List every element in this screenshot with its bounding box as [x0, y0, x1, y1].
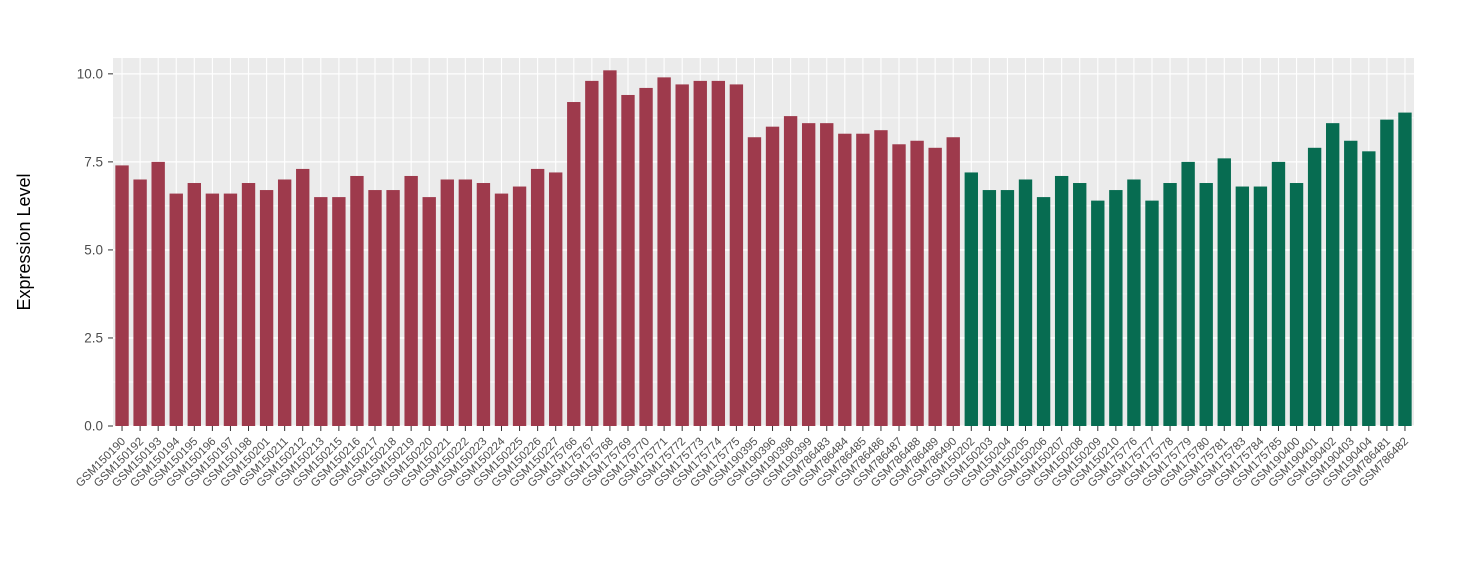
bar-GSM150217 — [368, 190, 382, 426]
y-tick-label: 0.0 — [84, 419, 103, 434]
bar-GSM150208 — [1073, 183, 1087, 426]
bar-GSM150194 — [169, 193, 183, 426]
bar-GSM175777 — [1145, 200, 1159, 426]
bar-GSM175775 — [729, 84, 744, 426]
bar-GSM150215 — [332, 197, 346, 426]
bar-GSM150222 — [458, 179, 473, 426]
bar-GSM786482 — [1398, 112, 1412, 426]
bar-GSM150220 — [422, 197, 436, 426]
bar-GSM175768 — [603, 70, 617, 427]
bar-GSM150202 — [964, 172, 978, 426]
bar-GSM175778 — [1163, 183, 1177, 426]
bar-GSM190395 — [747, 137, 762, 427]
bar-GSM175774 — [711, 80, 726, 426]
bar-GSM150224 — [494, 193, 509, 426]
bar-GSM150198 — [241, 183, 256, 426]
bar-GSM175766 — [567, 102, 581, 427]
bar-GSM150221 — [440, 179, 454, 426]
bar-GSM150225 — [512, 186, 527, 426]
bar-GSM150204 — [1000, 190, 1015, 426]
bar-GSM150209 — [1091, 200, 1105, 426]
bar-GSM150190 — [115, 165, 129, 427]
bar-GSM190403 — [1344, 140, 1358, 426]
bar-GSM175779 — [1181, 161, 1195, 426]
y-axis-title: Expression Level — [14, 173, 34, 310]
bar-GSM190398 — [783, 116, 798, 427]
bar-GSM150192 — [133, 179, 147, 426]
y-tick-label: 5.0 — [84, 242, 103, 257]
bar-GSM786487 — [892, 144, 906, 426]
bar-GSM786481 — [1380, 119, 1394, 426]
bar-GSM150193 — [151, 161, 165, 426]
bar-GSM150210 — [1109, 190, 1123, 426]
bar-GSM786486 — [874, 130, 888, 426]
bar-GSM175772 — [675, 84, 689, 426]
bar-GSM190404 — [1362, 151, 1376, 427]
bar-GSM175780 — [1199, 183, 1213, 426]
bar-GSM150195 — [187, 183, 201, 426]
bar-GSM150218 — [386, 190, 400, 426]
bar-GSM175771 — [657, 77, 671, 427]
bar-GSM175767 — [585, 80, 599, 426]
bar-GSM786490 — [946, 137, 960, 427]
bar-GSM175769 — [621, 94, 635, 426]
bar-GSM190402 — [1326, 123, 1340, 427]
bar-GSM190400 — [1289, 183, 1304, 426]
bar-GSM190399 — [801, 123, 816, 427]
bar-GSM175785 — [1271, 161, 1286, 426]
plot-panel — [113, 58, 1414, 426]
bar-GSM150197 — [223, 193, 238, 426]
bar-GSM150211 — [277, 179, 292, 426]
bar-GSM150203 — [982, 190, 997, 426]
bar-GSM175776 — [1127, 179, 1141, 426]
bar-GSM150212 — [296, 168, 310, 426]
bar-GSM175783 — [1235, 186, 1250, 426]
bar-GSM150205 — [1018, 179, 1033, 426]
bar-GSM175770 — [639, 87, 653, 426]
bar-GSM786483 — [820, 123, 834, 427]
bar-GSM150226 — [530, 168, 545, 426]
y-tick-label: 10.0 — [77, 66, 103, 81]
bar-GSM190396 — [765, 126, 780, 426]
bar-GSM786484 — [838, 133, 852, 426]
bar-GSM150219 — [404, 175, 418, 426]
bar-GSM175773 — [693, 80, 707, 426]
bar-GSM150227 — [549, 172, 563, 426]
bar-GSM150201 — [259, 190, 274, 426]
bar-GSM150213 — [314, 197, 328, 426]
bar-GSM175784 — [1253, 186, 1268, 426]
bar-GSM786485 — [856, 133, 870, 426]
bar-GSM190401 — [1307, 147, 1322, 426]
bar-GSM150216 — [350, 175, 364, 426]
y-tick-label: 7.5 — [84, 154, 103, 169]
bar-GSM150223 — [476, 183, 491, 426]
bar-GSM175781 — [1217, 158, 1231, 426]
bar-GSM150207 — [1054, 175, 1069, 426]
bar-GSM786489 — [928, 147, 942, 426]
bar-GSM150206 — [1036, 197, 1051, 426]
bar-GSM786488 — [910, 140, 924, 426]
y-tick-label: 2.5 — [84, 330, 103, 345]
bar-GSM150196 — [205, 193, 220, 426]
